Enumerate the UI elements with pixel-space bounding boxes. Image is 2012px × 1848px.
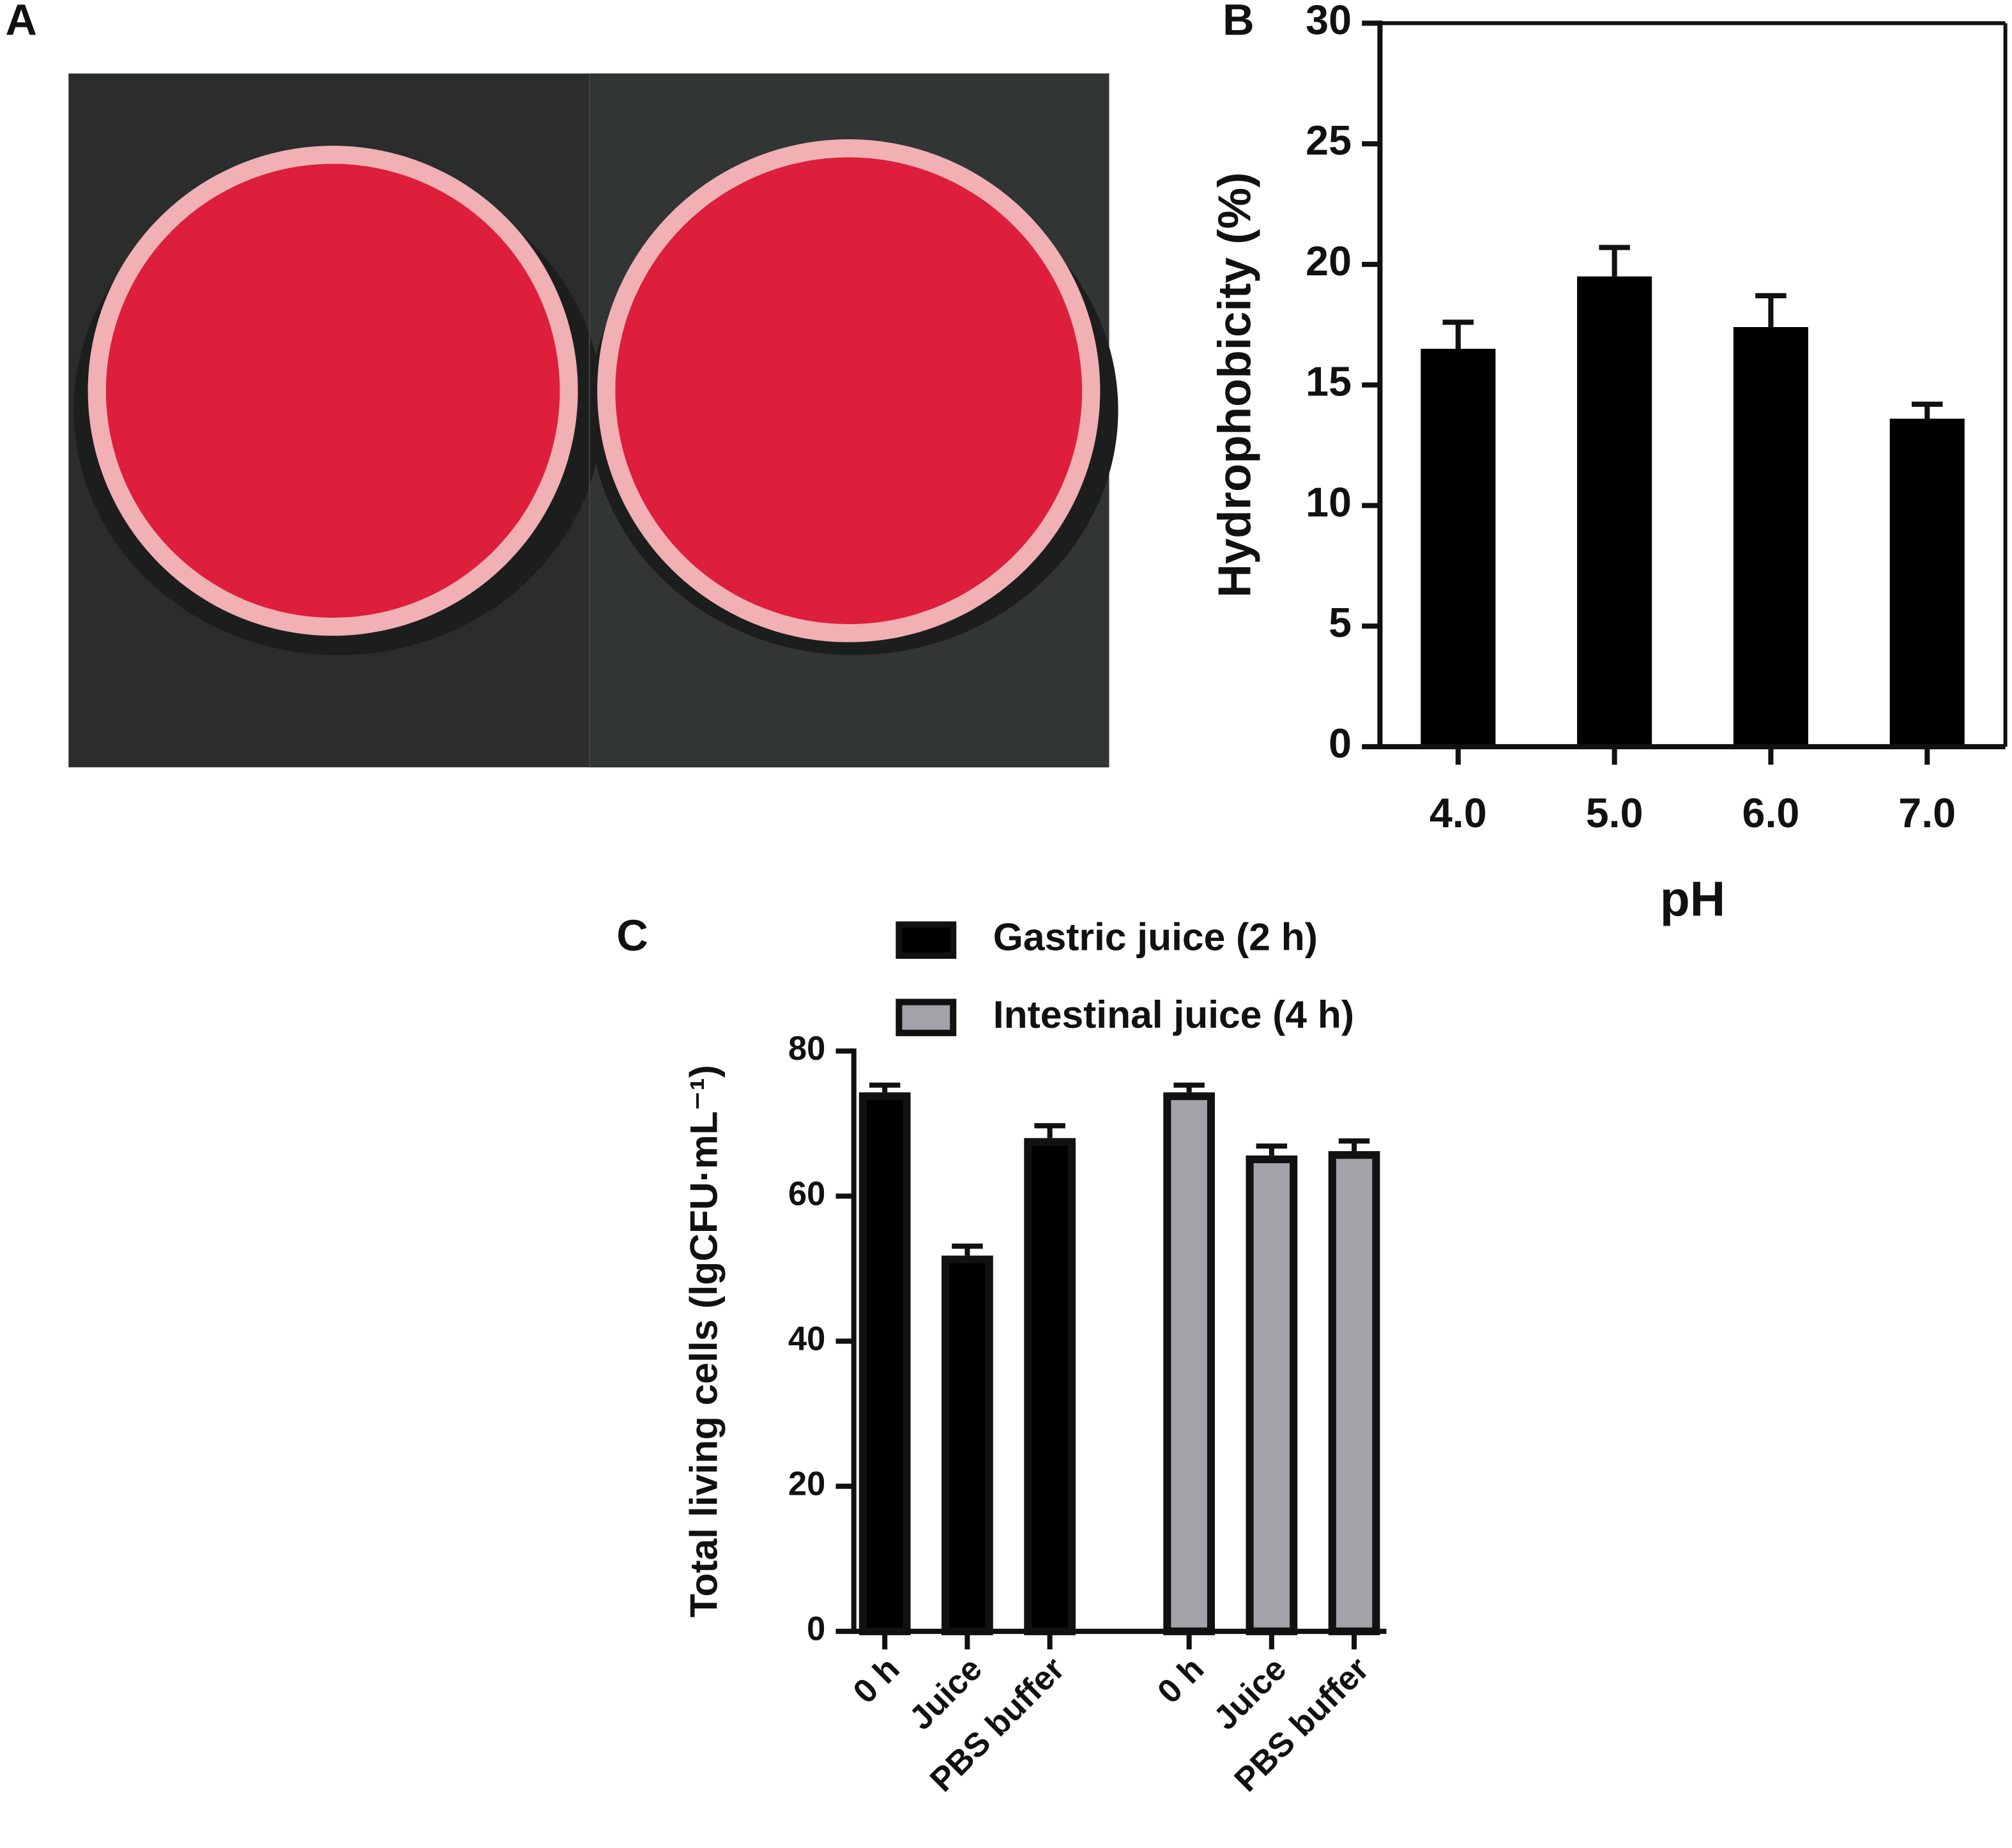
y-axis-label: Total living cells (lgCFU·mL⁻¹) [682,1065,726,1617]
y-tick-label: 5 [1329,600,1352,646]
bar [858,1092,911,1635]
x-tick-label: 6.0 [1742,790,1800,836]
bar [1889,418,1965,747]
y-tick-label: 80 [788,1030,825,1067]
bar [1733,327,1808,747]
bar [1577,276,1652,747]
bar [1246,1155,1298,1635]
y-tick-label: 10 [1306,479,1352,525]
legend-swatch [895,921,957,959]
x-tick-label: 7.0 [1898,790,1956,836]
x-tick-label: 0 h [846,1650,906,1711]
x-axis-label: pH [1660,872,1725,926]
x-tick-label: 0 h [1150,1650,1211,1711]
dish-agar [615,157,1083,625]
dish-agar [105,164,560,618]
y-tick-label: 40 [788,1320,825,1357]
panel-label: C [616,911,648,960]
y-tick-label: 20 [1306,238,1352,284]
legend-swatch [895,998,957,1037]
y-tick-label: 30 [1306,0,1352,43]
y-tick-label: 60 [788,1175,825,1212]
y-tick-label: 0 [807,1610,825,1648]
panel-label: B [1223,0,1254,44]
bar [941,1255,993,1635]
x-tick-label: 4.0 [1429,790,1487,836]
photo [68,73,1118,768]
y-tick-label: 20 [788,1465,825,1503]
y-axis-label: Hydrophobicity (%) [1209,172,1261,598]
y-tick-label: 25 [1306,118,1352,164]
y-tick-label: 15 [1306,359,1352,405]
bar [1328,1151,1380,1635]
panel-label: A [5,0,37,44]
bar [1024,1138,1076,1635]
legend-label: Intestinal juice (4 h) [993,993,1354,1036]
x-tick-label: 5.0 [1586,790,1643,836]
legend-label: Gastric juice (2 h) [993,915,1318,959]
bar [1421,348,1496,747]
y-tick-label: 0 [1329,721,1352,767]
bar [1163,1092,1216,1635]
